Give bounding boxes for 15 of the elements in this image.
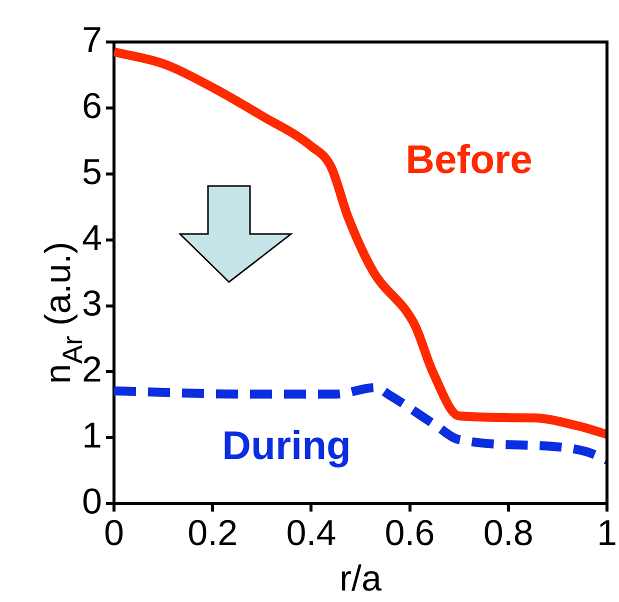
series-label: Before — [406, 138, 532, 182]
x-tick-label: 0.8 — [483, 512, 534, 554]
y-tick-label: 0 — [82, 480, 102, 522]
y-tick-label: 7 — [82, 18, 102, 60]
series-label: During — [222, 424, 351, 468]
x-axis-title: r/a — [340, 557, 382, 598]
y-tick-label: 3 — [82, 282, 102, 324]
x-tick-label: 0.2 — [188, 512, 238, 554]
x-tick-label: 0.6 — [384, 512, 435, 554]
y-tick-label: 1 — [82, 414, 102, 456]
y-tick-label: 5 — [82, 150, 102, 192]
y-tick-label: 4 — [82, 216, 102, 258]
x-tick-label: 1 — [596, 512, 618, 554]
x-tick-label: 0.4 — [286, 512, 336, 554]
y-tick-label: 6 — [82, 84, 102, 126]
